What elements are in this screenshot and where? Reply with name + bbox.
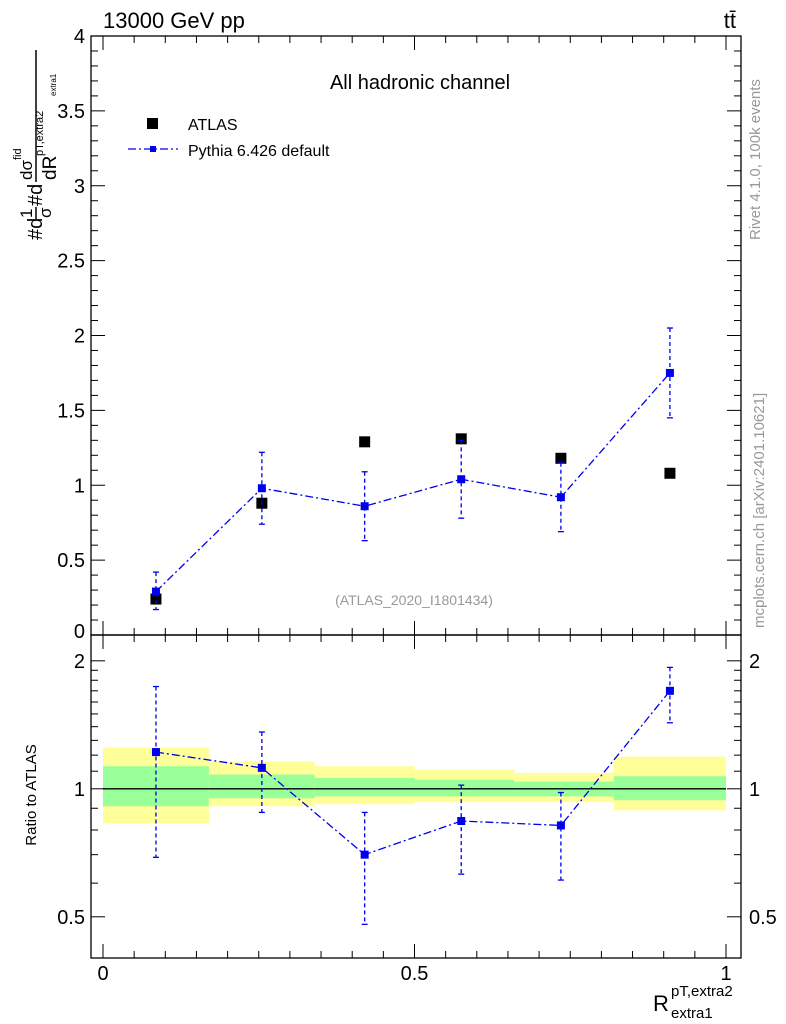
atlas-data-point xyxy=(359,436,371,448)
ylabel-one: 1 xyxy=(17,209,36,218)
xtick-label: 0 xyxy=(97,963,108,985)
pythia-series-line xyxy=(155,372,671,593)
legend-pythia-label: Pythia 6.426 default xyxy=(188,143,330,160)
ratio-ytick-label-left: 2 xyxy=(74,651,85,673)
pythia-data-point xyxy=(665,368,674,377)
atlas-data-point xyxy=(455,433,467,445)
process-label: tt̄ xyxy=(724,8,736,33)
ratio-ytick-label-left: 0.5 xyxy=(57,907,85,929)
pythia-ratio-point xyxy=(665,686,674,695)
atlas-data-point xyxy=(664,467,676,479)
rivet-version-label: Rivet 4.1.0, 100k events xyxy=(747,79,764,240)
xlabel-sup: pT,extra2 xyxy=(671,983,733,1000)
ratio-panel-frame xyxy=(90,634,742,959)
xtick-label: 1 xyxy=(720,963,731,985)
pythia-data-point xyxy=(360,502,369,511)
ylabel-dsigma: dσ xyxy=(17,160,36,180)
pythia-data-point xyxy=(556,493,565,502)
top-ytick-label: 3 xyxy=(74,176,85,198)
ratio-band-inner xyxy=(414,779,515,797)
energy-label: 13000 GeV pp xyxy=(103,8,245,33)
ylabel-mid: #d xyxy=(25,184,47,206)
panel-title: All hadronic channel xyxy=(330,72,510,94)
ratio-ytick-label-left: 1 xyxy=(74,779,85,801)
ylabel-fid: fid xyxy=(12,148,24,160)
atlas-data-point xyxy=(150,593,162,605)
top-ytick-label: 2.5 xyxy=(57,251,85,273)
top-panel-marks xyxy=(150,327,676,611)
top-ytick-label: 1 xyxy=(74,475,85,497)
xlabel-sub: extra1 xyxy=(671,1005,713,1022)
ylabel-prefix: #d xyxy=(25,218,47,240)
ratio-panel-marks xyxy=(151,666,674,925)
xlabel-R: R xyxy=(653,991,669,1016)
pythia-ratio-point xyxy=(151,748,160,757)
legend-atlas-label: ATLAS xyxy=(188,117,238,134)
pythia-data-point xyxy=(457,475,466,484)
top-ytick-label: 3.5 xyxy=(57,101,85,123)
ylabel-sigma: σ xyxy=(36,207,55,218)
top-ytick-label: 4 xyxy=(74,26,85,48)
legend-atlas-marker xyxy=(147,118,158,129)
top-ytick-label: 2 xyxy=(74,326,85,348)
ratio-ytick-label-right: 0.5 xyxy=(749,907,777,929)
top-ytick-label-zero: 0 xyxy=(74,621,85,643)
mcplots-label: mcplots.cern.ch [arXiv:2401.10621] xyxy=(751,393,768,628)
ratio-band-inner xyxy=(208,774,315,799)
legend-pythia-marker xyxy=(150,146,156,152)
pythia-ratio-point xyxy=(457,816,466,825)
y-axis-label-ratio: Ratio to ATLAS xyxy=(23,744,40,845)
pythia-ratio-line xyxy=(155,690,671,856)
ratio-ytick-label-right: 1 xyxy=(749,779,760,801)
xtick-label: 0.5 xyxy=(401,963,429,985)
ratio-bands-layer xyxy=(103,747,726,824)
top-ytick-label: 1.5 xyxy=(57,400,85,422)
atlas-data-point xyxy=(555,452,567,464)
pythia-ratio-point xyxy=(360,850,369,859)
y-axis-label-top: #d 1 σ #d dσ fid dR pT,extra2 extra1 xyxy=(12,50,61,240)
top-ytick-label: 0.5 xyxy=(57,550,85,572)
x-axis-label: R pT,extra2 extra1 xyxy=(653,983,733,1022)
pythia-ratio-point xyxy=(556,821,565,830)
ylabel-extra1: extra1 xyxy=(49,73,58,96)
watermark-label: (ATLAS_2020_I1801434) xyxy=(335,592,493,608)
pythia-data-point xyxy=(151,587,160,596)
ratio-band-inner xyxy=(314,778,415,797)
pythia-ratio-point xyxy=(257,763,266,772)
ylabel-pT-extra2: pT,extra2 xyxy=(34,111,46,156)
pythia-data-point xyxy=(257,484,266,493)
axes-layer: 0.5 1 1.5 2 2.5 3 3.5 4 0 0 0.5 1 0.5 0.5 1 1 2 2 xyxy=(57,26,777,985)
ylabel-dR: dR xyxy=(40,156,61,180)
ratio-ytick-label-right: 2 xyxy=(749,651,760,673)
